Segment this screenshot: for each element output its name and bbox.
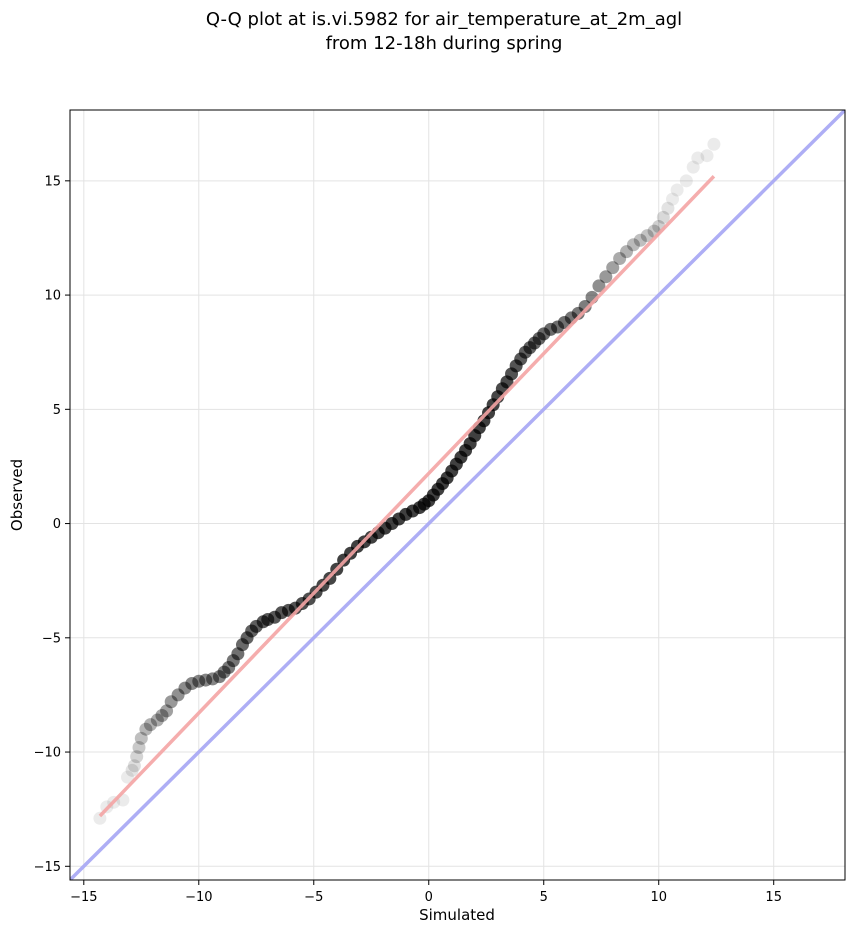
y-tick-label: 15 [44, 174, 61, 189]
data-point [130, 750, 144, 764]
data-point [620, 245, 634, 259]
x-axis-label: Simulated [419, 906, 495, 924]
data-point [606, 261, 620, 275]
data-point [656, 210, 670, 224]
x-axis-ticks: −15 −10 −5 0 5 10 15 [70, 880, 782, 905]
data-point [670, 183, 684, 197]
y-tick-label: 10 [44, 289, 61, 304]
y-axis-ticks: −15 −10 −5 0 5 10 15 [34, 174, 70, 875]
data-point [666, 192, 680, 206]
data-point [178, 681, 192, 695]
data-point [707, 137, 721, 151]
data-point [679, 174, 693, 188]
data-point [640, 229, 654, 243]
data-point [199, 673, 213, 687]
data-point [171, 688, 185, 702]
x-tick-label: 10 [650, 890, 667, 905]
data-point [599, 270, 613, 284]
data-point [160, 704, 174, 718]
data-point [185, 677, 199, 691]
y-tick-label: −15 [34, 860, 61, 875]
data-point [155, 708, 169, 722]
data-point [626, 238, 640, 252]
data-point [150, 713, 164, 727]
data-point [164, 695, 178, 709]
y-tick-label: 5 [53, 403, 61, 418]
x-tick-label: 5 [540, 890, 548, 905]
data-point [134, 731, 148, 745]
data-point [700, 149, 714, 163]
x-tick-label: 15 [765, 890, 782, 905]
data-point [125, 763, 139, 777]
data-point [192, 674, 206, 688]
data-point [686, 160, 700, 174]
y-tick-label: −10 [34, 746, 61, 761]
chart-title-line2: from 12-18h during spring [326, 33, 563, 54]
data-point [613, 252, 627, 266]
y-tick-label: 0 [53, 517, 61, 532]
data-point [633, 233, 647, 247]
data-point [139, 722, 153, 736]
x-tick-label: 0 [425, 890, 433, 905]
data-point [143, 718, 157, 732]
fit-line [98, 175, 716, 818]
y-tick-label: −5 [42, 631, 61, 646]
x-tick-label: −15 [70, 890, 97, 905]
y-axis-label: Observed [8, 459, 26, 531]
data-point [691, 151, 705, 165]
data-point [578, 299, 592, 313]
identity-line [70, 110, 845, 880]
data-point [592, 279, 606, 293]
chart-title-line1: Q-Q plot at is.vi.5982 for air_temperatu… [206, 9, 682, 30]
data-point [132, 740, 146, 754]
data-point [661, 201, 675, 215]
data-point [120, 770, 134, 784]
plot-frame [69, 109, 846, 881]
x-tick-label: −5 [304, 890, 323, 905]
data-point [206, 672, 220, 686]
data-point [127, 759, 141, 773]
x-tick-label: −10 [185, 890, 212, 905]
